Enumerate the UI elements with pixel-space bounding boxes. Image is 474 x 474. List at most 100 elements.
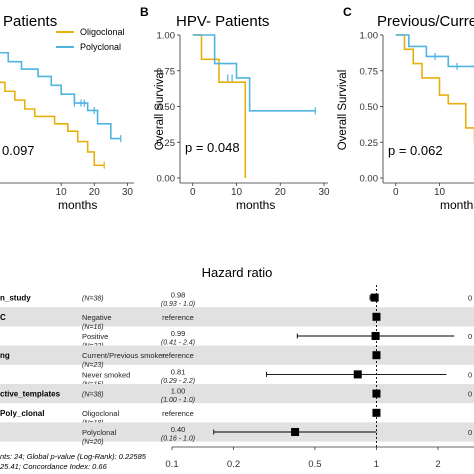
x-tick-label: 10 [231,187,243,198]
km-c-polyclonal-curve [395,34,474,68]
forest-point-estimate [372,312,381,321]
forest-right-value: 0 [468,370,472,379]
y-tick-label: 0.50 [157,102,176,113]
panel-c-y-ticks: 0.00 0.25 0.50 0.75 1.00 [360,31,383,185]
x-tick-label: 10 [434,187,446,198]
y-tick-label: 0.00 [157,174,176,185]
x-tick-label: 20 [275,187,287,198]
forest-point-estimate [291,428,300,436]
x-tick-label: 30 [318,187,330,198]
panel-c-y-label: Overall Survival [337,70,349,151]
forest-title: Hazard ratio [202,265,273,280]
panel-c-letter: C [343,5,352,19]
forest-estimate-label: 0.81 [171,367,186,376]
x-tick-label: 0 [190,187,196,198]
forest-variable-label: ctive_templates [0,390,61,399]
y-tick-label: 0.25 [360,138,379,149]
forest-row-band [0,307,474,327]
y-tick-label: 0.25 [157,138,176,149]
panel-b-x-ticks: 0 10 20 30 [190,183,330,198]
forest-n-label: (N=38) [82,296,104,303]
x-tick-label: 0 [393,187,399,198]
y-tick-label: 1.00 [360,31,379,42]
forest-estimate-label: 0.40 [171,425,186,434]
x-tick-label: 30 [122,187,134,198]
forest-level-label: Current/Previous smoker [82,351,165,360]
forest-n-label: (N=16) [82,324,104,331]
panel-c-p-value: p = 0.062 [388,143,443,158]
forest-estimate-label: 1.00 [171,387,186,396]
legend-oligoclonal-label: Oligoclonal [80,27,125,37]
forest-estimate-label: reference [162,351,194,360]
forest-row-band [0,384,474,404]
y-tick-label: 0.00 [360,174,379,185]
panel-b-p-value: p = 0.048 [185,140,240,155]
panel-c-series-layer [395,34,474,144]
km-panel-a: Patients 10 20 30 0.097 months Oligoclonal… [0,13,134,212]
km-b-oligoclonal-curve [192,34,247,178]
forest-footnote-1: nts: 24; Global p-value (Log-Rank): 0.22… [0,452,147,461]
forest-footnote-2: 25.41; Concordance Index: 0.66 [0,462,108,471]
forest-x-tick-label: 1 [374,459,379,470]
forest-x-tick-label: 0.5 [308,459,321,470]
forest-row-band [0,345,474,365]
forest-level-label: Oligoclonal [82,409,119,418]
forest-point-estimate [371,332,380,340]
forest-right-value: 0 [468,390,472,399]
km-a-oligoclonal-curve [0,81,105,167]
panel-b-title: HPV- Patients [176,13,269,30]
forest-variable-label: Poly_clonal [0,409,44,418]
forest-point-estimate [370,293,379,302]
panel-b-x-label: months [236,198,275,212]
forest-point-estimate [372,408,381,417]
forest-plot: Hazard ratio n_study (N=38) 0.98(0.93 - 1.… [0,265,474,471]
forest-x-tick-label: 0.2 [227,459,240,470]
panel-a-x-label: months [58,198,97,212]
y-tick-label: 1.00 [157,31,176,42]
forest-right-value: 0 [468,428,472,437]
panel-a-title: Patients [3,13,57,30]
panel-c-axes [382,35,474,184]
forest-variable-label: C [0,313,6,322]
forest-level-label: Polyclonal [82,428,117,437]
panel-b-y-ticks: 0.00 0.25 0.50 0.75 1.00 [157,31,180,185]
forest-estimate-label: 0.99 [171,329,186,338]
panel-b-y-label: Overall Survival [154,70,166,151]
forest-level-label: Negative [82,313,112,322]
panel-a-legend: Oligoclonal Polyclonal [56,27,125,52]
forest-x-tick-label: 2 [435,459,440,470]
x-tick-label: 20 [89,187,101,198]
forest-level-label: Never smoked [82,370,130,379]
forest-variable-label: ng [0,351,10,360]
forest-n-label: (N=20) [82,439,104,446]
forest-ci-label: (0.93 - 1.0) [161,301,195,308]
km-panel-b: B HPV- Patients Overall Survival 0.00 0.2… [140,5,330,212]
km-c-oligoclonal-curve [395,34,474,144]
forest-estimate-label: 0.98 [171,291,186,300]
panel-a-x-ticks: 10 20 30 [56,183,134,198]
forest-right-value: 0 [468,294,472,303]
forest-right-value: 0 [468,332,472,341]
km-panel-c: C Previous/Current Overall Survival 0.00… [337,5,474,212]
y-tick-label: 0.75 [360,66,379,77]
panel-b-axes [179,35,328,184]
panel-a-series-layer [0,51,122,169]
forest-point-estimate [353,370,362,379]
forest-ci-label: (0.16 - 1.0) [161,436,195,443]
x-tick-label: 10 [56,187,68,198]
forest-ci-label: (0.41 - 2.4) [161,340,195,347]
km-b-polyclonal-curve [192,34,316,112]
forest-estimate-label: reference [162,313,194,322]
forest-ci-label: (1.00 - 1.0) [161,397,195,404]
y-tick-label: 0.75 [157,66,176,77]
forest-x-tick-label: 0.1 [165,459,178,470]
forest-rows-layer: n_study (N=38) 0.98(0.93 - 1.0) 0 C Negative (… [0,285,474,447]
panel-c-title: Previous/Current [377,13,474,30]
forest-x-ticks: 0.1 0.2 0.5 1 2 [165,447,441,470]
forest-n-label: (N=38) [82,392,104,399]
y-tick-label: 0.50 [360,102,379,113]
legend-polyclonal-label: Polyclonal [80,42,121,52]
forest-level-label: Positive [82,332,108,341]
forest-estimate-label: reference [162,409,194,418]
